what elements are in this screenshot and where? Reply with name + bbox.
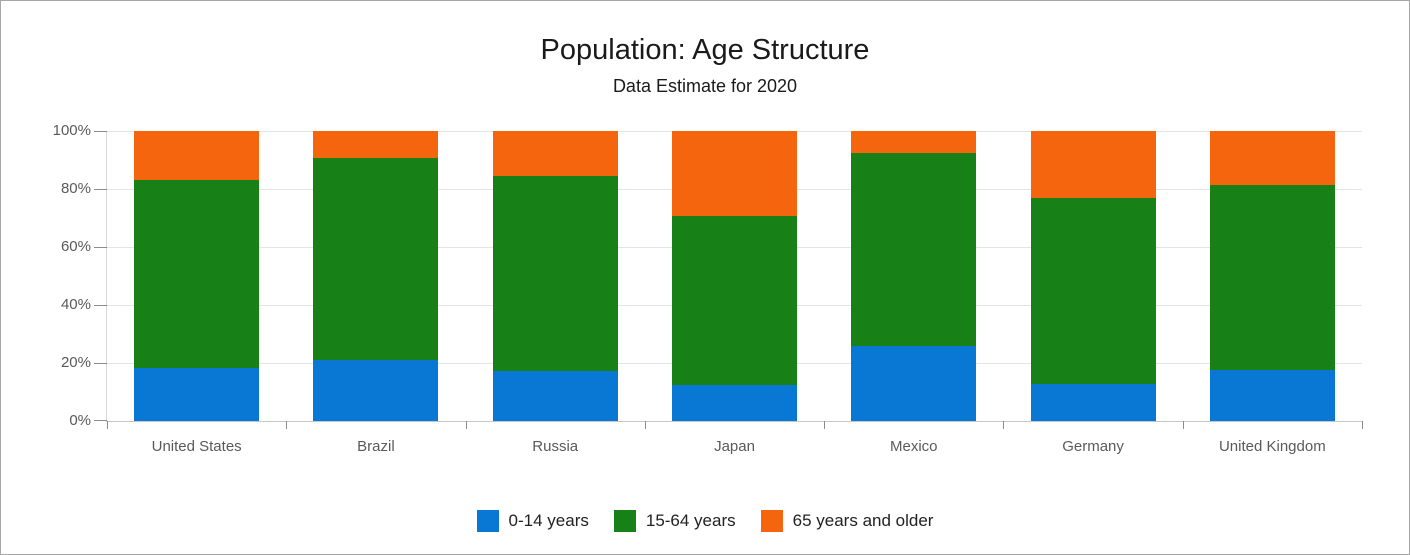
y-axis-label-40: 40% xyxy=(60,296,91,313)
legend-label-15-64-years: 15-64 years xyxy=(645,511,736,530)
bar-japan-0-14-years[interactable] xyxy=(672,384,797,421)
y-axis-tick-80 xyxy=(94,189,107,190)
x-axis-label-brazil: Brazil xyxy=(357,438,395,455)
x-axis-label-japan: Japan xyxy=(714,438,755,455)
x-axis-tick-6 xyxy=(1182,421,1184,429)
bar-brazil-15-64-years[interactable] xyxy=(313,157,439,360)
bar-united-kingdom-65-years-and-older[interactable] xyxy=(1209,131,1335,185)
y-axis-label-0: 0% xyxy=(69,412,91,429)
plot-area: 0% 20% 40% 60% 80% 100% United States Brazil Rus… xyxy=(53,122,1363,455)
y-axis-tick-100 xyxy=(94,131,107,132)
bar-united-kingdom-15-64-years[interactable] xyxy=(1209,184,1335,370)
bar-russia-65-years-and-older[interactable] xyxy=(492,131,618,177)
legend-label-65-years-and-older: 65 years and older xyxy=(792,511,934,530)
x-axis-label-united-kingdom: United Kingdom xyxy=(1218,438,1326,455)
bar-mexico-0-14-years[interactable] xyxy=(851,345,977,421)
legend-item-65-years-and-older[interactable]: 65 years and older xyxy=(760,510,934,532)
bar-brazil-65-years-and-older[interactable] xyxy=(313,131,439,158)
bar-united-states-15-64-years[interactable] xyxy=(134,179,260,368)
legend-swatch-15-64-years xyxy=(613,510,636,532)
x-axis-label-united-states: United States xyxy=(151,438,242,455)
bar-mexico-15-64-years[interactable] xyxy=(851,153,977,346)
legend-swatch-0-14-years xyxy=(476,510,499,532)
y-axis-tick-0 xyxy=(94,420,107,421)
legend-label-0-14-years: 0-14 years xyxy=(508,511,589,530)
y-axis-tick-20 xyxy=(94,363,107,364)
x-axis-label-mexico: Mexico xyxy=(890,438,938,455)
x-axis-tick-0 xyxy=(107,421,108,429)
x-axis-tick-3 xyxy=(644,421,646,429)
x-axis-tick-2 xyxy=(465,421,467,429)
bar-germany-0-14-years[interactable] xyxy=(1030,383,1156,421)
legend-item-0-14-years[interactable]: 0-14 years xyxy=(476,510,589,532)
bar-united-kingdom-0-14-years[interactable] xyxy=(1209,369,1335,421)
y-axis-label-60: 60% xyxy=(60,238,91,255)
legend-item-15-64-years[interactable]: 15-64 years xyxy=(613,510,736,532)
y-axis-tick-40 xyxy=(94,305,107,306)
x-axis-tick-5 xyxy=(1003,421,1005,429)
legend-swatch-65-years-and-older xyxy=(760,510,783,532)
bar-japan-65-years-and-older[interactable] xyxy=(672,131,797,216)
bar-united-states-0-14-years[interactable] xyxy=(134,367,260,421)
bar-germany-15-64-years[interactable] xyxy=(1030,197,1156,384)
y-axis-label-20: 20% xyxy=(60,354,91,371)
bar-united-states-65-years-and-older[interactable] xyxy=(134,131,260,180)
bar-russia-15-64-years[interactable] xyxy=(492,176,618,371)
x-axis-label-germany: Germany xyxy=(1062,438,1124,455)
y-axis-tick-60 xyxy=(94,247,107,248)
y-axis-label-80: 80% xyxy=(60,180,91,197)
bar-germany-65-years-and-older[interactable] xyxy=(1030,131,1156,198)
x-axis-tick-7 xyxy=(1362,421,1363,429)
x-axis-tick-4 xyxy=(824,421,826,429)
chart-title: Population: Age Structure xyxy=(540,34,870,66)
bar-russia-0-14-years[interactable] xyxy=(492,371,618,421)
y-axis-label-100: 100% xyxy=(52,122,91,139)
chart-subtitle: Data Estimate for 2020 xyxy=(612,76,798,96)
bar-japan-15-64-years[interactable] xyxy=(672,215,797,385)
x-axis-label-russia: Russia xyxy=(532,438,579,455)
bar-brazil-0-14-years[interactable] xyxy=(313,359,439,421)
x-axis-tick-1 xyxy=(286,421,288,429)
bar-mexico-65-years-and-older[interactable] xyxy=(851,131,977,154)
legend: 0-14 years 15-64 years 65 years and older xyxy=(1,510,1409,532)
